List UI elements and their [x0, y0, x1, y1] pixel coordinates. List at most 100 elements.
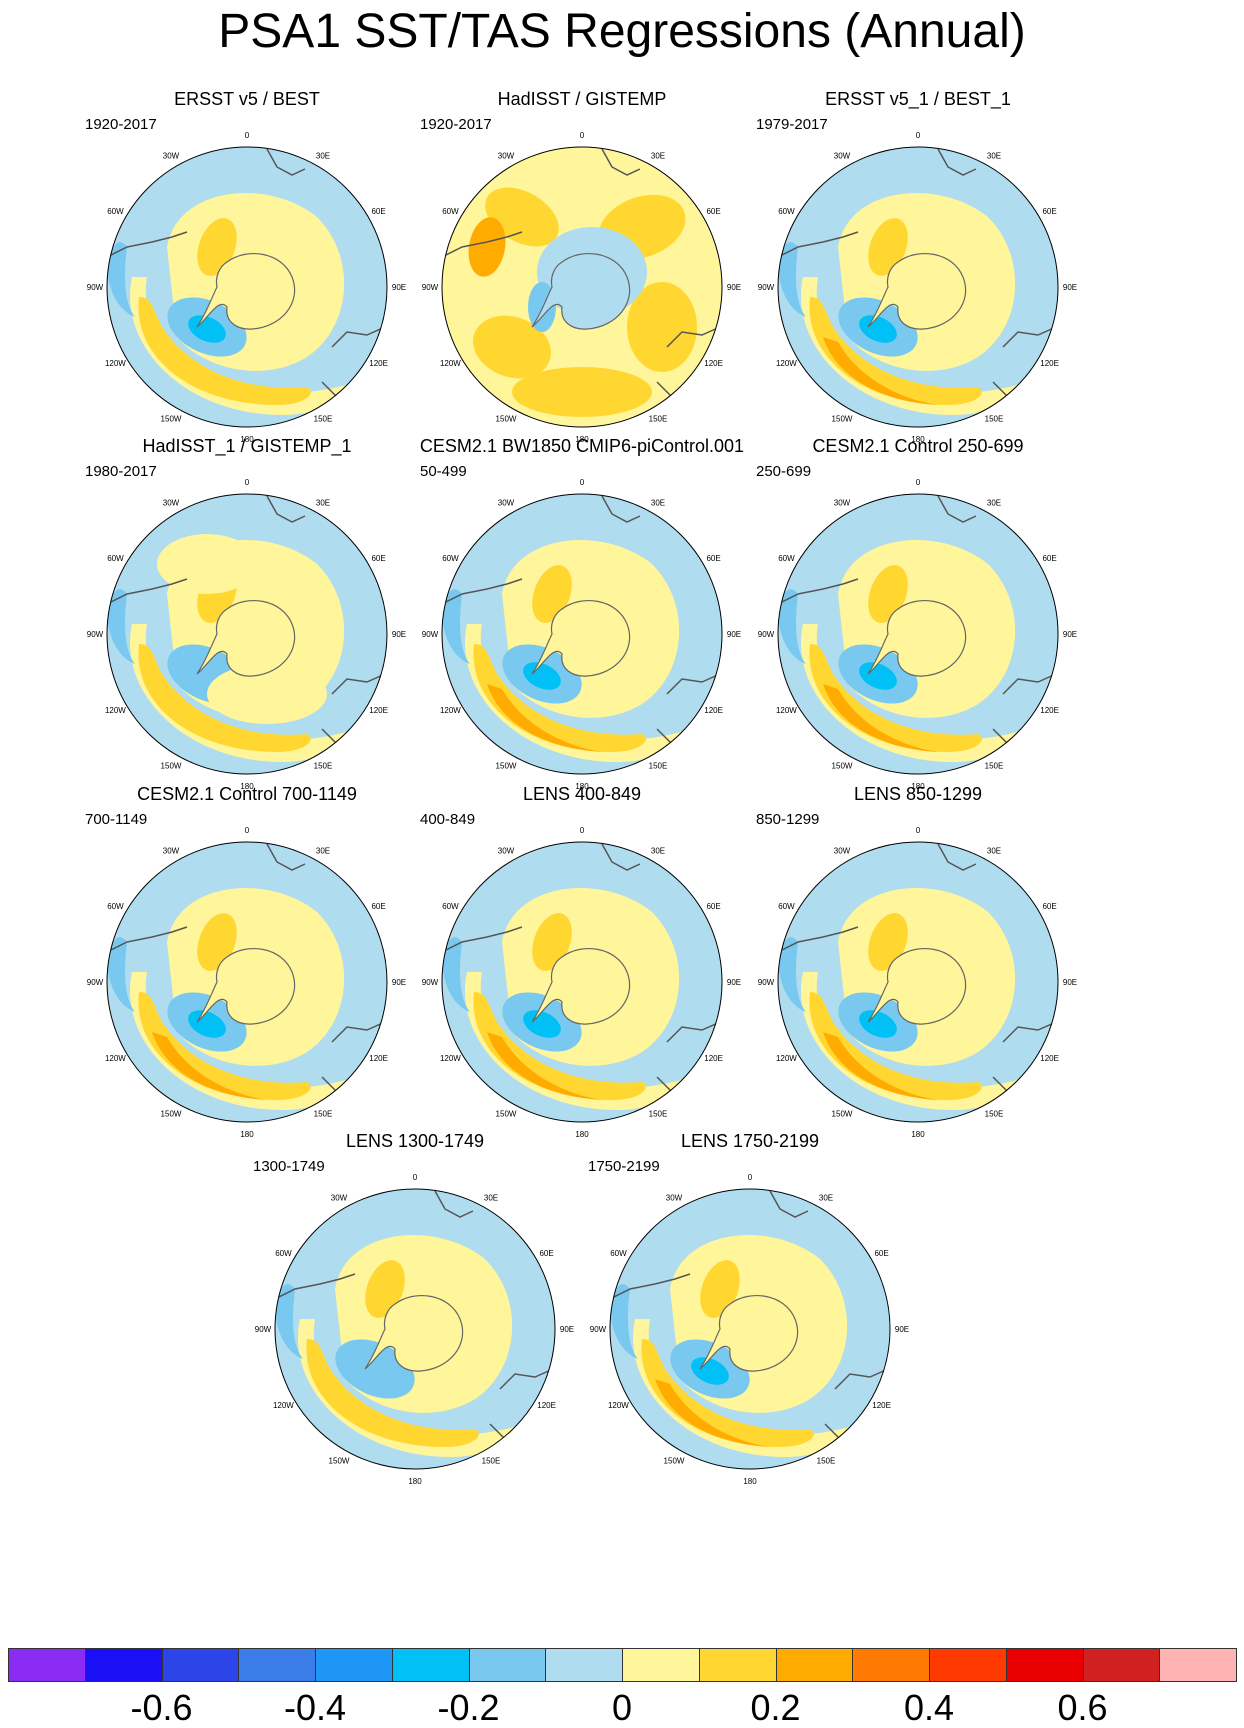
longitude-label: 0 — [580, 131, 585, 140]
panel-period: 400-849 — [420, 811, 476, 828]
longitude-label: 90E — [560, 1325, 574, 1334]
map-border — [106, 146, 388, 428]
coastline — [610, 1273, 691, 1300]
longitude-label: 150W — [832, 762, 853, 771]
antarctica — [364, 1295, 464, 1372]
coastline — [321, 1076, 338, 1093]
antarctica — [867, 600, 967, 677]
longitude-label: 30E — [316, 846, 330, 855]
colorbar-segment — [315, 1648, 393, 1682]
coastline — [666, 673, 721, 695]
antarctica — [196, 253, 296, 330]
longitude-label: 60E — [539, 1249, 553, 1258]
colorbar-segment — [1159, 1648, 1237, 1682]
coastline — [601, 843, 641, 871]
longitude-label: 90E — [1063, 978, 1077, 987]
longitude-label: 150W — [161, 415, 182, 424]
coastline — [331, 1021, 386, 1043]
polar-map: 0 30E 60E 90E 120E 150E 180 150W 120W 90W 60W 30W — [87, 131, 406, 444]
coastline — [321, 728, 338, 745]
coastline — [937, 148, 977, 176]
longitude-label: 30E — [651, 846, 665, 855]
coastline — [489, 1423, 506, 1440]
panel-title: HadISST_1 / GISTEMP_1 — [142, 436, 352, 456]
longitude-label: 120E — [1040, 1054, 1059, 1063]
colorbar-segment — [238, 1648, 316, 1682]
warm-patch-strong — [468, 217, 506, 277]
longitude-label: 180 — [240, 782, 254, 791]
coastline — [656, 728, 673, 745]
longitude-label: 120W — [440, 706, 461, 715]
coastline — [499, 1368, 554, 1390]
colorbar-segment — [1005, 1648, 1084, 1682]
longitude-label: 180 — [911, 1130, 925, 1139]
longitude-label: 120W — [440, 359, 461, 368]
antarctica — [531, 253, 631, 330]
antarctica — [196, 948, 296, 1025]
cool-edge — [442, 937, 470, 1012]
longitude-label: 30W — [834, 846, 851, 855]
cool-anomaly-core — [859, 315, 897, 343]
warm-patch — [473, 315, 551, 379]
map-panel: LENS 1300-1749 1300-1749 0 30E 60E 90E 120E 150… — [235, 1130, 595, 1500]
coastline — [824, 1423, 841, 1440]
longitude-label: 30W — [498, 498, 515, 507]
longitude-label: 90E — [392, 630, 406, 639]
longitude-label: 150E — [482, 1457, 501, 1466]
longitude-label: 90W — [87, 283, 104, 292]
colorbar-segment — [391, 1648, 470, 1682]
longitude-label: 90E — [392, 283, 406, 292]
map-field — [107, 842, 387, 1122]
colorbar-segment — [84, 1648, 163, 1682]
cool-edge — [107, 937, 135, 1012]
colorbar-tick-label: 0.2 — [750, 1687, 801, 1728]
map-field — [442, 147, 722, 427]
coastline — [666, 1021, 721, 1043]
longitude-label: 0 — [245, 826, 250, 835]
longitude-label: 120E — [872, 1401, 891, 1410]
longitude-label: 60W — [275, 1249, 292, 1258]
coastline — [769, 1190, 809, 1218]
colorbar-tick-label: -0.6 — [130, 1687, 193, 1728]
longitude-label: 90W — [758, 283, 775, 292]
longitude-label: 120E — [1040, 359, 1059, 368]
cool-edge — [107, 242, 135, 317]
colorbar-tick-label: 0 — [611, 1687, 633, 1728]
map-panel: ERSST v5 / BEST 1920-2017 0 30E 60E 90E 120E 15… — [67, 88, 427, 458]
warm-arc-peak — [152, 1032, 267, 1100]
panel-period: 850-1299 — [756, 811, 820, 828]
polar-map: 0 30E 60E 90E 120E 150E 180 150W 120W 90W 60W 30W — [758, 131, 1077, 444]
longitude-label: 30W — [163, 846, 180, 855]
map-border — [106, 841, 388, 1123]
longitude-label: 30W — [666, 1193, 683, 1202]
coastline — [107, 578, 188, 605]
cool-anomaly-core — [691, 1357, 729, 1385]
coastline — [656, 381, 673, 398]
longitude-label: 60W — [107, 207, 124, 216]
coastline — [601, 495, 641, 523]
antarctica — [699, 1295, 799, 1372]
warm-arc-strong — [138, 644, 311, 752]
panel-title: HadISST / GISTEMP — [497, 89, 667, 109]
longitude-label: 60W — [778, 554, 795, 563]
map-border — [777, 841, 1059, 1123]
longitude-label: 60W — [442, 554, 459, 563]
longitude-label: 90W — [422, 978, 439, 987]
cool-edge — [610, 1284, 638, 1359]
coastline — [331, 673, 386, 695]
coastline — [834, 1368, 889, 1390]
panel-title: CESM2.1 BW1850 CMIP6-piControl.001 — [419, 436, 745, 456]
colorbar-segment — [8, 1648, 86, 1682]
longitude-label: 60W — [107, 554, 124, 563]
longitude-label: 180 — [575, 1130, 589, 1139]
longitude-label: 120W — [608, 1401, 629, 1410]
longitude-label: 150E — [649, 762, 668, 771]
longitude-label: 90E — [727, 630, 741, 639]
colorbar-tick-label: -0.2 — [437, 1687, 500, 1728]
longitude-label: 0 — [916, 131, 921, 140]
coastline — [778, 926, 859, 953]
panel-period: 1750-2199 — [588, 1158, 660, 1175]
map-panel: HadISST_1 / GISTEMP_1 1980-2017 0 30E 60E 90E… — [67, 435, 427, 805]
coastline — [992, 728, 1009, 745]
colorbar-tick-label: 0.6 — [1057, 1687, 1108, 1728]
